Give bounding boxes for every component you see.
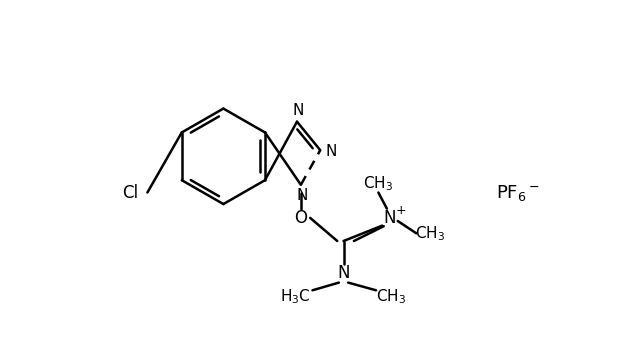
- Text: +: +: [396, 204, 406, 217]
- Text: N: N: [384, 209, 396, 227]
- Text: Cl: Cl: [122, 184, 138, 202]
- Text: O: O: [294, 209, 307, 227]
- Text: N: N: [325, 144, 337, 159]
- Text: CH$_3$: CH$_3$: [415, 224, 445, 243]
- Text: H$_3$C: H$_3$C: [280, 287, 311, 306]
- Text: CH$_3$: CH$_3$: [364, 174, 394, 193]
- Text: N: N: [293, 103, 304, 118]
- Text: N: N: [297, 188, 308, 203]
- Text: PF$_6$$^-$: PF$_6$$^-$: [496, 183, 540, 203]
- Text: N: N: [337, 264, 349, 282]
- Text: CH$_3$: CH$_3$: [376, 287, 406, 306]
